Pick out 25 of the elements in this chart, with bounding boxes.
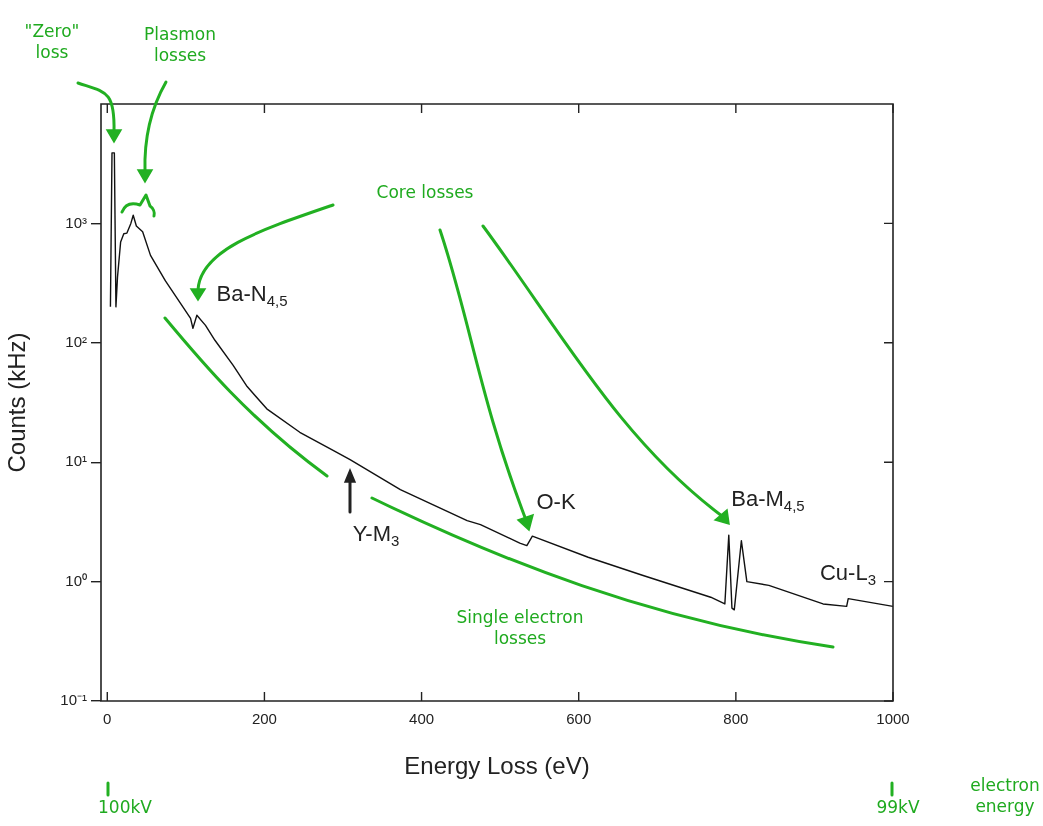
annotation: Y-M$_{3}$: [352, 520, 400, 550]
annotation: Ba-N$_{4,5}$: [216, 280, 288, 310]
text: 100kV: [98, 797, 152, 819]
x-tick-label: 1000: [876, 710, 910, 728]
text: Plasmon losses: [144, 23, 216, 67]
x-tick-label: 800: [723, 710, 749, 728]
x-tick-label: 600: [566, 710, 592, 728]
x-tick-label: 200: [251, 710, 277, 728]
text: 99kV: [876, 797, 920, 819]
y-tick-label: 10²: [65, 332, 87, 350]
x-tick-label: 400: [409, 710, 435, 728]
y-tick-label: 10³: [65, 213, 87, 231]
x-tick-label: 0: [103, 710, 112, 728]
annotation: Single electron losses: [456, 606, 584, 650]
text: electron energy: [970, 774, 1040, 818]
text: "Zero" loss: [24, 20, 80, 64]
y-tick-label: 10⁰: [65, 571, 87, 589]
y-tick-label: 10¹: [65, 452, 87, 470]
x-axis-title: Energy Loss (eV): [404, 752, 590, 780]
annotation: Ba-M$_{4,5}$: [731, 485, 805, 515]
annotation: Cu-L$_{3}$: [819, 559, 877, 589]
y-axis-title: Counts (kHz): [3, 332, 31, 473]
y-tick-label: 10⁻¹: [60, 691, 87, 709]
annotation: O-K: [536, 489, 576, 515]
annotation: Core losses: [376, 182, 474, 204]
